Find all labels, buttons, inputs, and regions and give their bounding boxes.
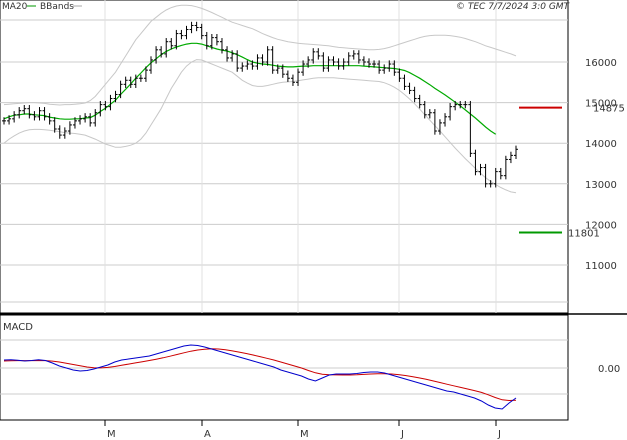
copyright-text: © TEC 7/7/2024 3:0 GMT: [456, 2, 571, 12]
bbands-upper-line: [3, 4, 517, 106]
y-tick-label: 12000: [585, 220, 617, 231]
macd-title: MACD: [3, 322, 33, 333]
y-tick-label: 13000: [585, 180, 617, 191]
y-tick-label: 11000: [585, 261, 617, 272]
price-panel-frame: [0, 0, 569, 314]
y-tick-label: 15000: [585, 99, 617, 110]
x-tick-label: M: [300, 429, 309, 440]
legend-ma20: MA20: [2, 2, 28, 12]
ma20-line: [3, 42, 497, 135]
support-label: 11801: [568, 228, 600, 239]
macd-line: [3, 344, 517, 410]
y-tick-label: 16000: [585, 58, 617, 69]
macd-y-tick-label: 0.00: [598, 364, 620, 375]
x-tick-label: A: [204, 429, 211, 440]
y-tick-label: 14000: [585, 139, 617, 150]
x-tick-label: J: [497, 429, 501, 440]
resistance-label: 14875: [593, 104, 625, 115]
x-tick-label: J: [400, 429, 404, 440]
macd-signal-line: [3, 348, 517, 402]
x-tick-label: M: [107, 429, 116, 440]
legend-bbands: BBands: [40, 2, 74, 12]
bbands-lower-line: [3, 59, 517, 194]
